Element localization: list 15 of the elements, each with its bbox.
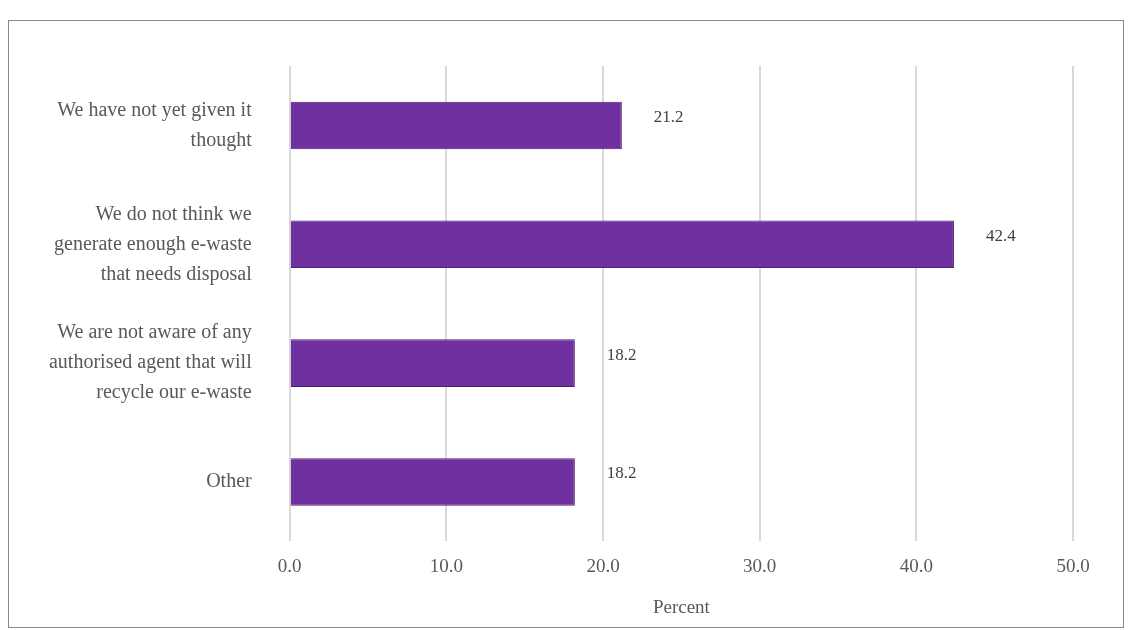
data-label: 18.2 (606, 344, 637, 364)
x-tick-label: 50.0 (1056, 554, 1090, 576)
data-label: 18.2 (606, 463, 637, 483)
x-axis-title: Percent (652, 595, 711, 617)
y-tick-label: We do not think we generate enough e-waste that needs disposal (54, 201, 253, 285)
data-label: 42.4 (985, 225, 1017, 245)
data-label: 21.2 (653, 106, 684, 126)
y-tick-label: We have not yet given it thought (57, 97, 253, 151)
x-tick-label: 20.0 (586, 554, 620, 576)
y-tick-label: Other (206, 469, 253, 492)
x-tick-label: 40.0 (899, 554, 933, 576)
y-tick-label: We are not aware of any authorised agent that will recycle our e-waste (48, 320, 253, 404)
x-tick-label: 0.0 (277, 554, 302, 576)
x-tick-label: 30.0 (743, 554, 777, 576)
x-tick-label: 10.0 (429, 554, 463, 576)
